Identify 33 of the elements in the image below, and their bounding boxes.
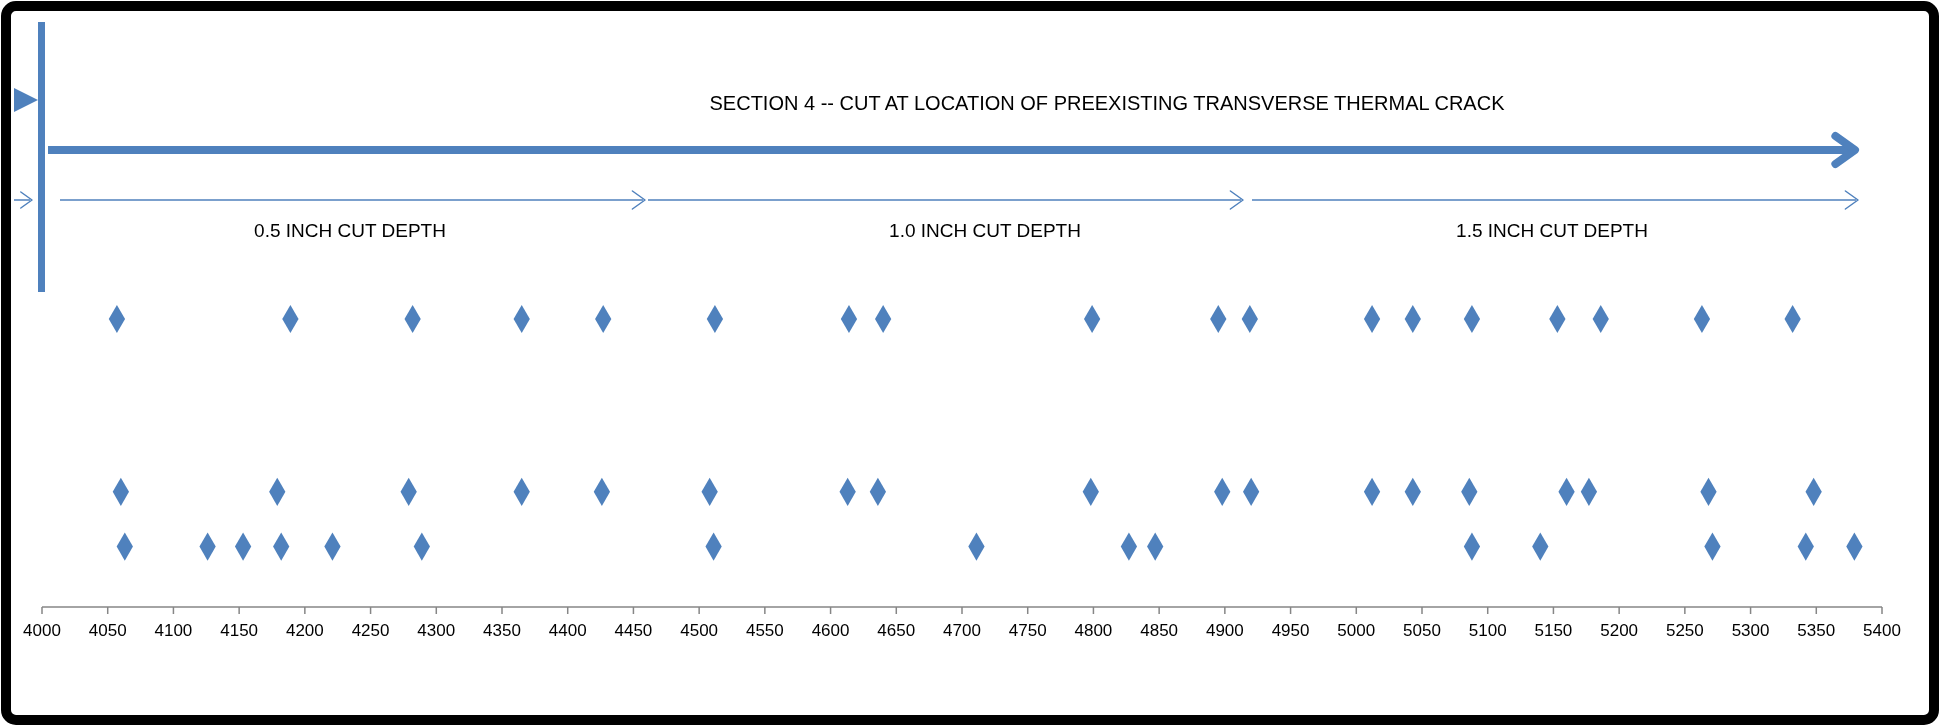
text: 0.5 INCH CUT DEPTH (254, 220, 446, 241)
x-tick-label: 4300 (417, 621, 456, 640)
x-tick-label: 4450 (614, 621, 653, 640)
x-tick-label: 4050 (88, 621, 127, 640)
x-tick-label: 5350 (1797, 621, 1836, 640)
x-tick-label: 4100 (154, 621, 193, 640)
x-tick-label: 4400 (548, 621, 587, 640)
x-tick-label: 5300 (1731, 621, 1770, 640)
x-tick-label: 5000 (1337, 621, 1376, 640)
x-tick-label: 4550 (745, 621, 784, 640)
x-tick-label: 4900 (1205, 621, 1244, 640)
x-tick-label: 5100 (1468, 621, 1507, 640)
x-tick-label: 4250 (351, 621, 390, 640)
x-tick-label: 4700 (943, 621, 981, 640)
x-tick-label: 4850 (1140, 621, 1179, 640)
x-tick-label: 4650 (877, 621, 916, 640)
x-tick-label: 4600 (811, 621, 850, 640)
text: 1.0 INCH CUT DEPTH (889, 220, 1081, 241)
x-tick-label: 4500 (680, 621, 719, 640)
text: 1.5 INCH CUT DEPTH (1456, 220, 1648, 241)
x-tick-label: 5200 (1600, 621, 1639, 640)
x-tick-label: 5150 (1534, 621, 1573, 640)
x-tick-label: 4950 (1271, 621, 1310, 640)
x-tick-label: 5400 (1863, 621, 1901, 640)
x-tick-label: 5050 (1403, 621, 1441, 640)
text: SECTION 4 -- CUT AT LOCATION OF PREEXISTING TRANSVERSE THERMAL CRACK (709, 92, 1506, 114)
x-tick-label: 4750 (1008, 621, 1047, 640)
x-tick-label: 5250 (1665, 621, 1704, 640)
x-tick-label: 4150 (220, 621, 259, 640)
x-tick-label: 4200 (285, 621, 324, 640)
x-tick-label: 4000 (23, 621, 61, 640)
x-tick-label: 4350 (483, 621, 521, 640)
x-tick-label: 4800 (1074, 621, 1113, 640)
